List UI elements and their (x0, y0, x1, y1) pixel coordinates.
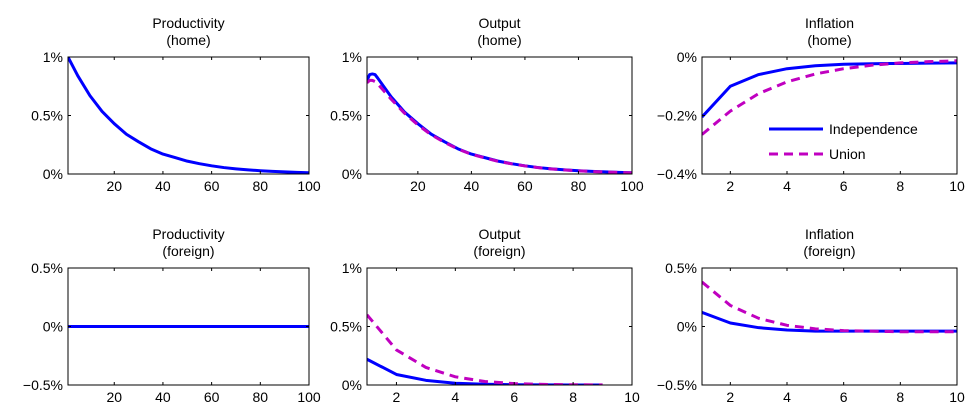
x-tick-label: 8 (896, 389, 904, 405)
series-line-independence (367, 72, 632, 174)
chart-panel-6: Inflation(foreign) 2 4 6 8 10 −0.5% 0% 0.5% (657, 226, 965, 405)
x-tick-label: 6 (840, 389, 848, 405)
axes-frame (701, 267, 958, 386)
x-tick-label: 100 (297, 178, 321, 194)
chart-panel-5: Output(foreign) 2 4 6 8 10 0% 0.5% 1% (330, 226, 640, 405)
chart-title-line: Output (478, 226, 520, 242)
x-tick-label: 40 (155, 178, 171, 194)
chart-panel-2: Output(home) 20 40 60 80 100 0% 0.5% 1% (330, 15, 644, 194)
y-tick-label: 0% (342, 377, 362, 393)
series-line-union (702, 59, 957, 136)
chart-title-line: Productivity (152, 15, 224, 31)
y-tick-label: −0.5% (657, 377, 697, 393)
x-tick-label: 60 (517, 178, 533, 194)
x-tick-label: 60 (204, 178, 220, 194)
y-tick-label: −0.2% (657, 108, 697, 124)
x-tick-label: 2 (393, 389, 401, 405)
y-tick-label: −0.5% (23, 377, 63, 393)
x-tick-label: 8 (569, 389, 577, 405)
chart-title-line: Inflation (805, 226, 854, 242)
series-line-independence (68, 57, 309, 174)
x-tick-label: 20 (410, 178, 426, 194)
x-tick-label: 60 (204, 389, 220, 405)
x-tick-label: 80 (253, 178, 269, 194)
chart-title-line: Productivity (152, 226, 224, 242)
axes-frame (366, 267, 633, 386)
x-tick-label: 4 (783, 178, 791, 194)
series-line-union (367, 313, 603, 385)
y-tick-label: 1% (342, 49, 362, 65)
x-tick-label: 2 (726, 178, 734, 194)
x-tick-label: 40 (155, 389, 171, 405)
y-tick-label: 0.5% (330, 108, 362, 124)
x-tick-label: 4 (783, 389, 791, 405)
x-tick-label: 4 (451, 389, 459, 405)
y-tick-label: 1% (342, 260, 362, 276)
x-tick-label: 6 (840, 178, 848, 194)
y-tick-label: 0% (342, 166, 362, 182)
y-tick-label: 0% (677, 49, 697, 65)
chart-title-line: Inflation (805, 15, 854, 31)
x-tick-label: 100 (297, 389, 321, 405)
chart-title-line: (home) (807, 32, 851, 48)
x-tick-label: 80 (571, 178, 587, 194)
series-line-independence (702, 61, 957, 118)
y-tick-label: 0% (677, 319, 697, 335)
chart-title-line: (home) (166, 32, 210, 48)
y-tick-label: 0.5% (330, 319, 362, 335)
y-tick-label: 1% (43, 49, 63, 65)
x-tick-label: 20 (106, 389, 122, 405)
x-tick-label: 8 (896, 178, 904, 194)
y-tick-label: 0% (43, 166, 63, 182)
y-tick-label: 0.5% (31, 108, 63, 124)
x-tick-label: 10 (949, 389, 965, 405)
chart-panel-1: Productivity(home) 20 40 60 80 100 0% 0.5% 1% (31, 15, 321, 194)
chart-title-line: (foreign) (473, 243, 525, 259)
series-line-union (702, 280, 957, 334)
y-tick-label: −0.4% (657, 166, 697, 182)
x-tick-label: 100 (620, 178, 644, 194)
legend-label-independence: Independence (829, 121, 918, 137)
y-tick-label: 0.5% (31, 260, 63, 276)
x-tick-label: 20 (106, 178, 122, 194)
y-tick-label: 0.5% (665, 260, 697, 276)
chart-panel-4: Productivity(foreign) 20 40 60 80 100 −0.5% 0% 0… (23, 226, 321, 405)
x-tick-label: 80 (253, 389, 269, 405)
x-tick-label: 6 (510, 389, 518, 405)
legend: Independence Union (769, 121, 918, 162)
chart-title-line: (foreign) (162, 243, 214, 259)
x-tick-label: 2 (726, 389, 734, 405)
x-tick-label: 10 (624, 389, 640, 405)
legend-label-union: Union (829, 146, 866, 162)
y-tick-label: 0% (43, 319, 63, 335)
x-tick-label: 10 (949, 178, 965, 194)
chart-panel-3: Inflation(home) 2 4 6 8 10 −0.4% −0.2% 0% (657, 15, 965, 194)
chart-title-line: (foreign) (803, 243, 855, 259)
series-line-union (367, 78, 632, 174)
chart-title-line: Output (478, 15, 520, 31)
x-tick-label: 40 (464, 178, 480, 194)
chart-title-line: (home) (477, 32, 521, 48)
